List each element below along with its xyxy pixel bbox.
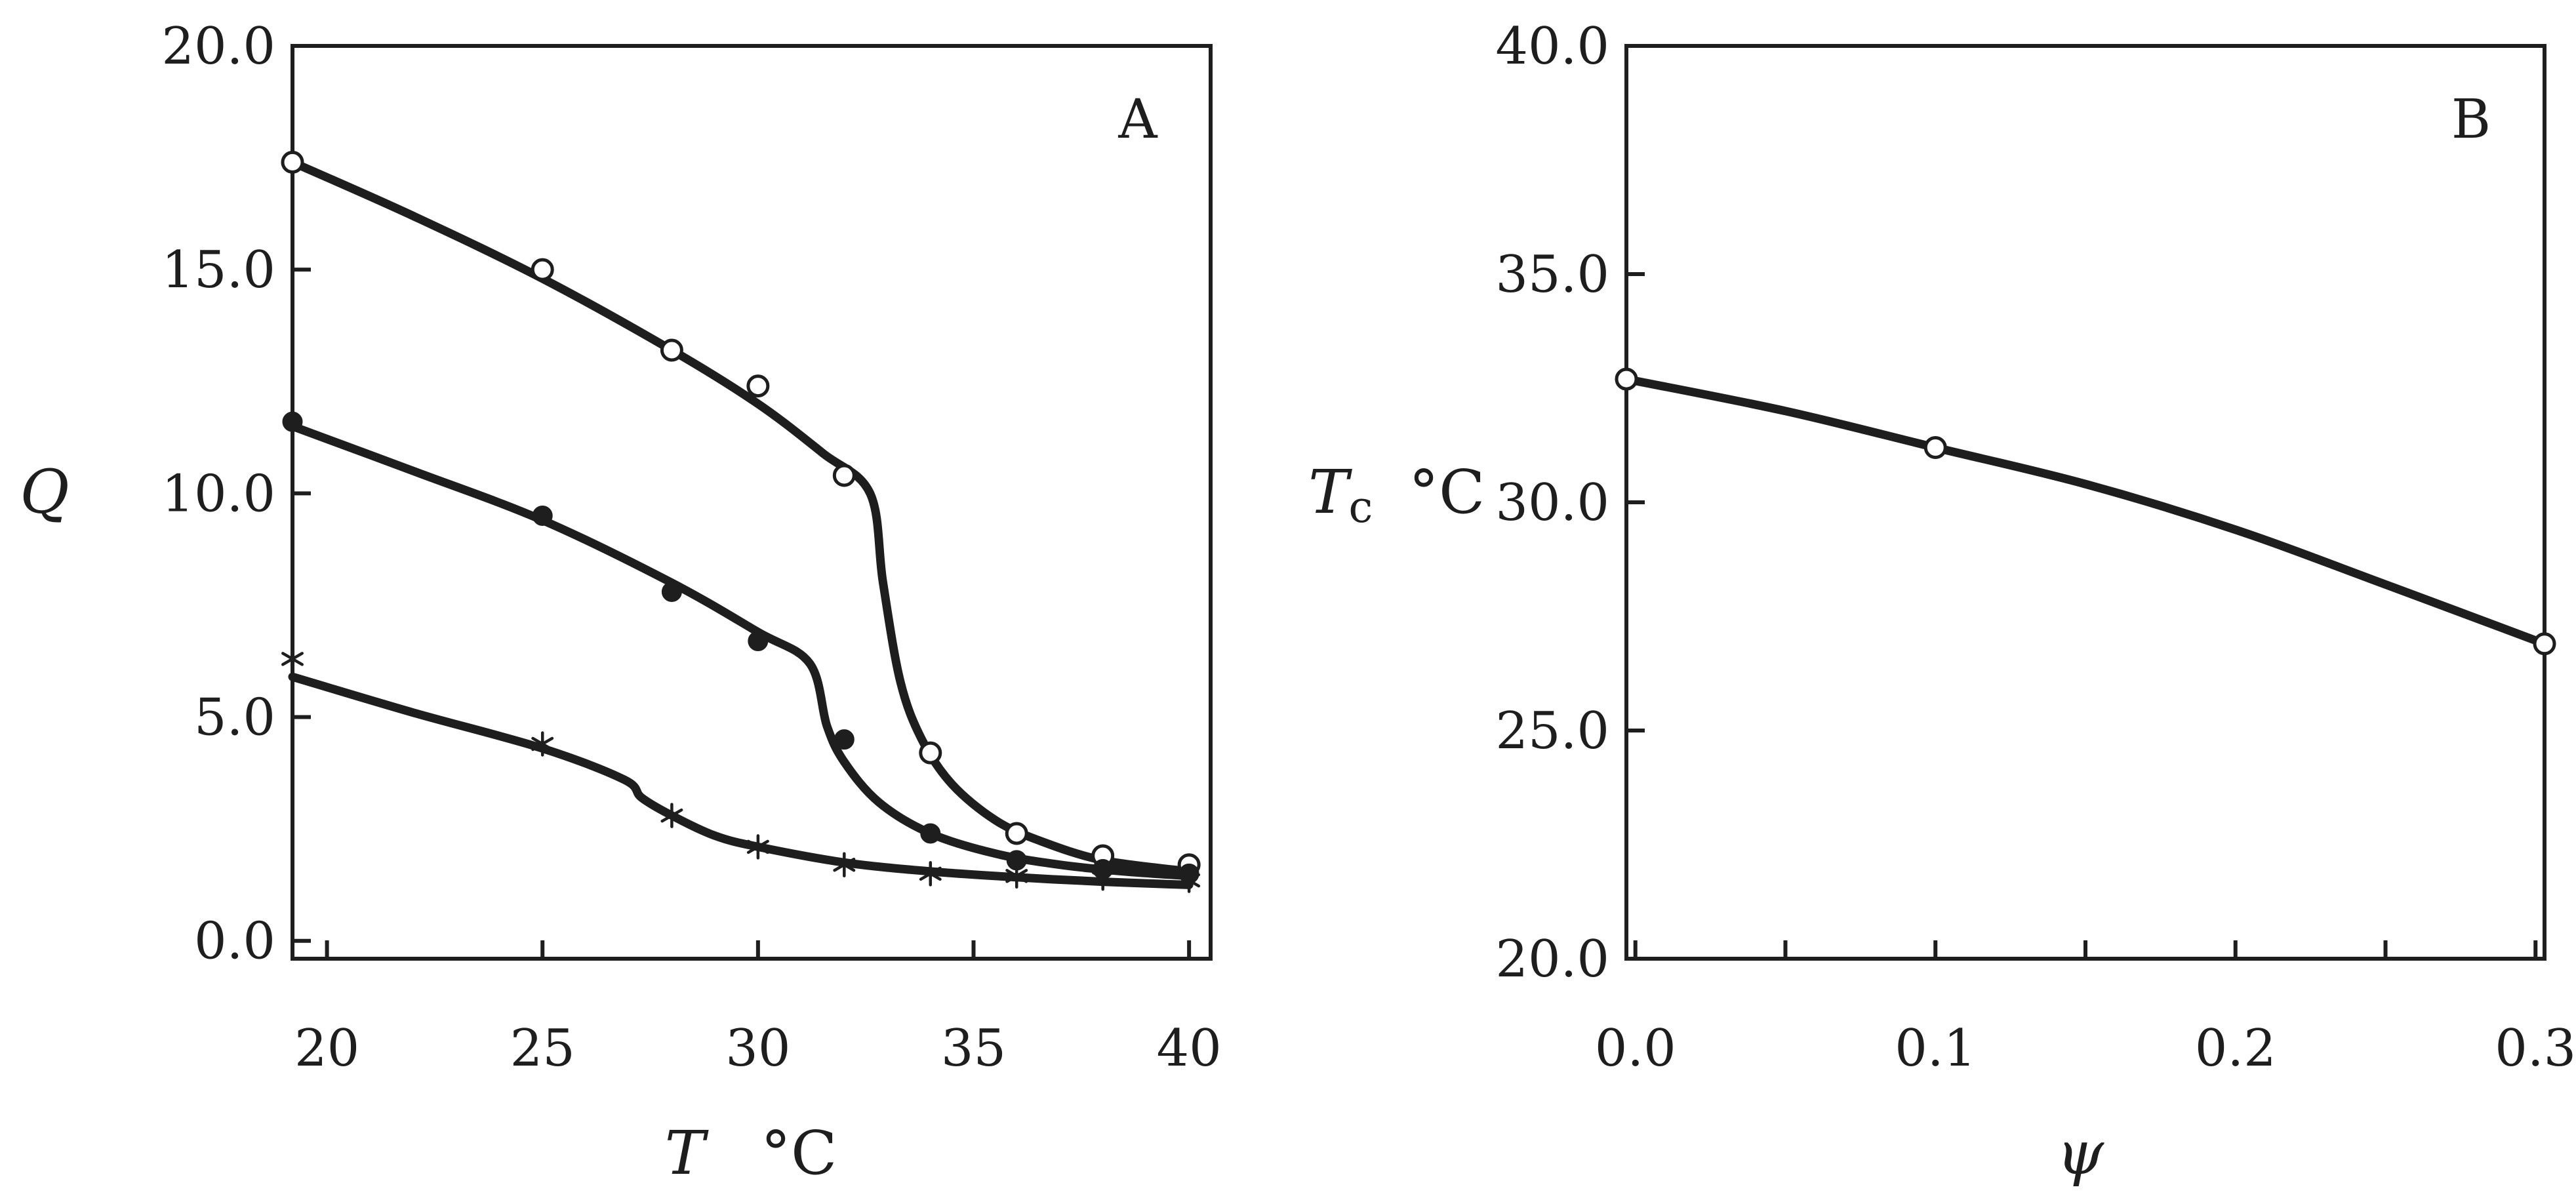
data-point-star <box>833 852 856 877</box>
x-tick-label: 0.2 <box>2195 1019 2276 1078</box>
data-point-star <box>660 803 683 828</box>
panel-b-y-axis-unit: °C <box>1409 457 1485 527</box>
data-point-star <box>281 646 304 672</box>
star-stroke <box>281 652 304 666</box>
fit-curve-tc-vs-psi <box>1622 374 2549 649</box>
data-point-star <box>1005 863 1028 889</box>
data-point-filled-circle <box>748 631 769 652</box>
star-stroke <box>1091 871 1114 885</box>
panel-a-y-axis-title: Q <box>20 457 69 527</box>
data-point-filled-circle <box>532 505 553 526</box>
star-stroke <box>1005 869 1028 883</box>
x-tick-label: 20 <box>294 1019 359 1078</box>
panel-a-x-ticks: 20 25 30 35 40 <box>294 940 1222 1078</box>
fit-curve-stars <box>288 672 1194 889</box>
data-point-filled-circle <box>282 411 303 432</box>
y-tick-label: 0.0 <box>194 912 275 971</box>
data-point-filled-circle <box>920 823 941 844</box>
y-tick-label: 25.0 <box>1495 702 1609 761</box>
panel-a-x-axis-unit: °C <box>761 1118 837 1188</box>
y-tick-label: 40.0 <box>1495 17 1609 76</box>
panel-a-frame <box>291 44 1213 961</box>
x-tick-label: 0.0 <box>1595 1019 1676 1078</box>
data-point-open-circle <box>531 258 554 281</box>
data-point-filled-circle <box>834 729 855 750</box>
x-tick-label: 40 <box>1157 1019 1222 1078</box>
panel-a-letter: A <box>1117 89 1158 151</box>
y-tick-label: 20.0 <box>161 17 275 76</box>
x-tick-label: 35 <box>941 1019 1006 1078</box>
panel-b-y-axis-title: Tc <box>1308 457 1373 532</box>
data-point-open-circle <box>919 741 942 765</box>
data-point-star <box>746 834 769 860</box>
panel-b-letter: B <box>2451 89 2491 151</box>
star-stroke <box>919 866 942 881</box>
data-point-open-circle <box>281 150 304 174</box>
data-point-open-circle <box>746 374 770 398</box>
data-point-open-circle <box>1005 822 1028 845</box>
x-tick-label: 0.3 <box>2495 1019 2576 1078</box>
star-stroke <box>746 839 769 854</box>
data-point-star <box>1091 865 1114 891</box>
panel-b-y-axis-subscript: c <box>1348 482 1373 532</box>
panel-b-markers <box>1615 367 2556 656</box>
star-stroke <box>660 808 683 823</box>
panel-b-y-ticks: 20.0 25.0 30.0 35.0 40.0 <box>1495 17 1645 989</box>
data-point-star <box>1178 868 1201 893</box>
y-tick-label: 15.0 <box>161 241 275 300</box>
panel-b-curves <box>1622 374 2549 649</box>
x-tick-label: 0.1 <box>1895 1019 1976 1078</box>
panel-a-y-ticks: 0.0 5.0 10.0 15.0 20.0 <box>161 17 311 971</box>
data-point-open-circle <box>660 338 683 362</box>
star-stroke <box>833 857 856 872</box>
fit-curve-filled-circles <box>288 422 1194 881</box>
panel-b: B 20.0 25.0 30.0 35.0 40.0 0.0 0.1 0.2 0.3 Tc °… <box>1308 17 2576 1188</box>
star-stroke <box>1178 873 1201 888</box>
data-point-open-circle <box>2533 632 2556 656</box>
x-tick-label: 25 <box>510 1019 575 1078</box>
panel-a-x-axis-title: T <box>665 1118 709 1188</box>
y-tick-label: 35.0 <box>1495 245 1609 304</box>
panel-b-y-axis-symbol: T <box>1308 457 1352 527</box>
panel-b-x-ticks: 0.0 0.1 0.2 0.3 <box>1595 940 2576 1078</box>
data-point-open-circle <box>1615 367 1638 391</box>
panel-b-frame <box>1624 44 2546 961</box>
panel-a-curves <box>288 157 1194 889</box>
star-stroke <box>531 736 554 751</box>
y-tick-label: 10.0 <box>161 464 275 523</box>
panel-a: A 0.0 5.0 10.0 15.0 20.0 20 25 30 35 40 Q T °C <box>20 17 1221 1188</box>
y-tick-label: 20.0 <box>1495 930 1609 989</box>
y-tick-label: 30.0 <box>1495 473 1609 532</box>
panel-a-markers <box>281 150 1201 893</box>
fit-curve-open-circles <box>288 157 1194 876</box>
panel-b-x-axis-title: ψ <box>2057 1118 2104 1188</box>
data-point-open-circle <box>1923 435 1947 459</box>
data-point-star <box>531 731 554 757</box>
x-tick-label: 30 <box>725 1019 790 1078</box>
data-point-open-circle <box>832 464 856 487</box>
data-point-filled-circle <box>661 581 682 602</box>
data-point-star <box>919 861 942 887</box>
y-tick-label: 5.0 <box>194 689 275 748</box>
